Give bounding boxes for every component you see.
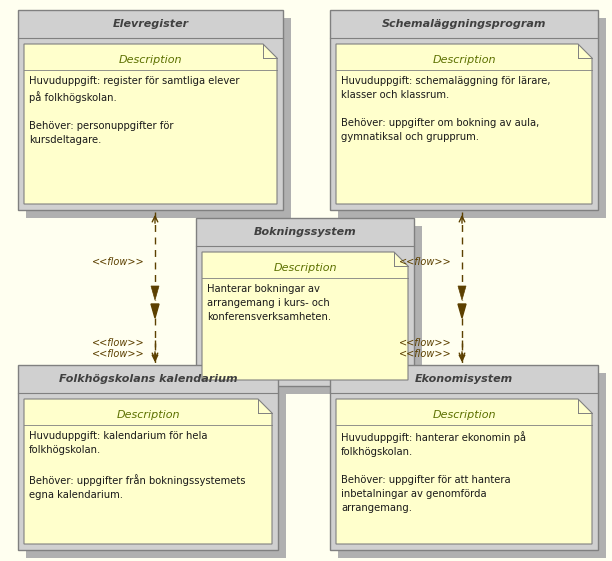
Polygon shape: [151, 286, 159, 300]
Bar: [18, 365, 278, 550]
Bar: [26, 373, 286, 558]
Bar: [404, 246, 414, 376]
Text: Huvuduppgift: register för samtliga elever
på folkhögskolan.

Behöver: personupp: Huvuduppgift: register för samtliga elev…: [29, 76, 239, 145]
Bar: [204, 226, 422, 394]
Polygon shape: [458, 286, 466, 300]
Polygon shape: [24, 44, 277, 204]
Bar: [18, 540, 278, 550]
Text: Elevregister: Elevregister: [113, 19, 188, 29]
Polygon shape: [336, 399, 592, 544]
Bar: [26, 18, 291, 218]
Text: Hanterar bokningar av
arrangemang i kurs- och
konferensverksamheten.: Hanterar bokningar av arrangemang i kurs…: [207, 284, 331, 322]
Text: Schemaläggningsprogram: Schemaläggningsprogram: [382, 19, 547, 29]
Bar: [330, 10, 598, 210]
Polygon shape: [151, 304, 159, 318]
Text: Huvuduppgift: schemaläggning för lärare,
klasser och klassrum.

Behöver: uppgift: Huvuduppgift: schemaläggning för lärare,…: [341, 76, 551, 142]
Text: Bokningssystem: Bokningssystem: [253, 227, 356, 237]
Text: <<flow>>: <<flow>>: [398, 349, 451, 359]
Bar: [196, 218, 414, 386]
Text: Ekonomisystem: Ekonomisystem: [415, 374, 513, 384]
Polygon shape: [202, 252, 408, 380]
Bar: [338, 373, 606, 558]
Bar: [338, 18, 606, 218]
Text: <<flow>>: <<flow>>: [92, 349, 144, 359]
Text: <<flow>>: <<flow>>: [398, 257, 451, 267]
Bar: [18, 10, 283, 210]
Bar: [196, 376, 414, 386]
Text: <<flow>>: <<flow>>: [92, 338, 144, 348]
Text: Description: Description: [273, 263, 337, 273]
Bar: [330, 365, 598, 550]
Bar: [18, 200, 283, 210]
Bar: [330, 540, 598, 550]
Text: <<flow>>: <<flow>>: [398, 338, 451, 348]
Text: Folkhögskolans kalendarium: Folkhögskolans kalendarium: [59, 374, 237, 384]
Text: <<flow>>: <<flow>>: [92, 257, 144, 267]
Text: Description: Description: [432, 55, 496, 65]
Polygon shape: [24, 399, 272, 544]
Bar: [588, 38, 598, 200]
Text: Description: Description: [116, 410, 180, 420]
Bar: [330, 200, 598, 210]
Text: Huvuduppgift: kalendarium för hela
folkhögskolan.

Behöver: uppgifter från bokni: Huvuduppgift: kalendarium för hela folkh…: [29, 431, 245, 500]
Bar: [273, 38, 283, 200]
Polygon shape: [336, 44, 592, 204]
Bar: [588, 393, 598, 540]
Text: Description: Description: [119, 55, 182, 65]
Text: Description: Description: [432, 410, 496, 420]
Text: Huvuduppgift: hanterar ekonomin på
folkhögskolan.

Behöver: uppgifter för att ha: Huvuduppgift: hanterar ekonomin på folkh…: [341, 431, 526, 513]
Bar: [268, 393, 278, 540]
Polygon shape: [458, 304, 466, 318]
